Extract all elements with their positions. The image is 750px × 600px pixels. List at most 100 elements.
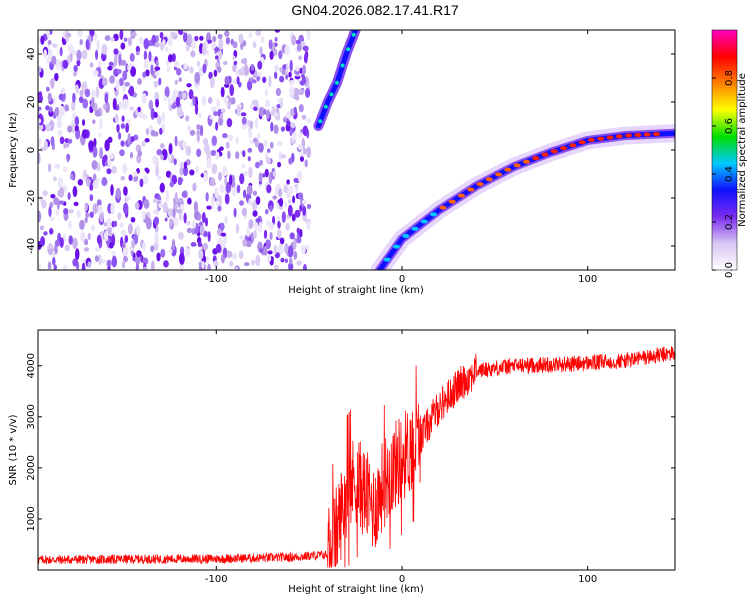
colorbar-tick-label: 0.8 xyxy=(724,70,735,86)
heatmap-noise-cell xyxy=(183,165,189,177)
heatmap-noise-cell xyxy=(302,205,307,216)
heatmap-noise-cell xyxy=(243,170,248,176)
heatmap-noise-cell xyxy=(150,129,156,137)
heatmap-noise-cell xyxy=(48,106,53,113)
heatmap-noise-cell xyxy=(92,173,97,182)
heatmap-noise-cell xyxy=(226,250,233,258)
heatmap-noise-cell xyxy=(111,250,116,257)
heatmap-noise-cell xyxy=(143,199,150,210)
heatmap-noise-cell xyxy=(293,250,298,260)
heatmap-noise-cell xyxy=(50,77,55,89)
heatmap-noise-cell xyxy=(166,66,170,73)
heatmap-noise-cell xyxy=(176,68,182,76)
heatmap-noise-cell xyxy=(239,235,244,240)
heatmap-noise-cell xyxy=(303,52,308,64)
heatmap-noise-cell xyxy=(119,149,125,157)
heatmap-noise-cell xyxy=(120,123,126,129)
heatmap-noise-cell xyxy=(258,106,265,117)
heatmap-noise-cell xyxy=(284,201,288,208)
heatmap-noise-cell xyxy=(259,248,263,253)
heatmap-noise-cell xyxy=(53,264,57,270)
heatmap-noise-cell xyxy=(96,199,102,207)
heatmap-noise-cell xyxy=(107,266,111,270)
heatmap-noise-cell xyxy=(196,124,201,131)
heatmap-noise-cell xyxy=(183,63,189,70)
heatmap-noise-cell xyxy=(153,209,158,215)
heatmap-noise-cell xyxy=(144,138,150,143)
trace-lower-peak xyxy=(652,132,660,137)
heatmap-noise-cell xyxy=(221,253,225,264)
heatmap-noise-cell xyxy=(155,98,160,108)
heatmap-noise-cell xyxy=(173,216,179,227)
chart-title: GN04.2026.082.17.41.R17 xyxy=(291,2,459,18)
heatmap-noise-cell xyxy=(143,38,150,50)
heatmap-noise-cell xyxy=(74,116,80,126)
heatmap-noise-cell xyxy=(50,194,56,199)
heatmap-noise-cell xyxy=(199,225,205,236)
heatmap-noise-cell xyxy=(46,30,50,39)
heatmap-noise-cell xyxy=(102,77,108,87)
colorbar-tick-label: 0.2 xyxy=(724,214,735,230)
heatmap-noise-cell xyxy=(96,234,102,245)
heatmap-noise-cell xyxy=(137,150,143,157)
heatmap-noise-cell xyxy=(158,77,162,86)
heatmap-noise-cell xyxy=(279,237,285,245)
heatmap-noise-cell xyxy=(196,131,200,143)
heatmap-noise-cell xyxy=(252,41,257,49)
heatmap-noise-cell xyxy=(87,232,91,241)
heatmap-noise-cell xyxy=(159,31,164,39)
heatmap-noise-cell xyxy=(45,86,50,92)
trace-lower-peak xyxy=(448,199,456,204)
heatmap-noise-cell xyxy=(179,162,186,168)
heatmap-noise-cell xyxy=(275,87,282,97)
heatmap-noise-cell xyxy=(134,201,140,210)
heatmap-noise-cell xyxy=(263,245,268,256)
heatmap-noise-cell xyxy=(205,256,210,264)
heatmap-noise-cell xyxy=(288,257,293,265)
heatmap-noise-cell xyxy=(107,225,112,236)
heatmap-noise-cell xyxy=(153,216,160,226)
heatmap-x-label: Height of straight line (km) xyxy=(288,285,424,296)
heatmap-noise-cell xyxy=(94,109,101,117)
heatmap-noise-cell xyxy=(216,98,220,110)
heatmap-noise-cell xyxy=(202,43,207,56)
heatmap-noise-cell xyxy=(64,244,71,252)
heatmap-noise-cell xyxy=(119,222,124,229)
heatmap-noise-cell xyxy=(201,96,207,106)
trace-lower-peak xyxy=(587,137,595,142)
heatmap-noise-cell xyxy=(106,217,112,228)
heatmap-noise-cell xyxy=(269,141,274,149)
heatmap-noise-cell xyxy=(236,76,240,85)
heatmap-noise-cell xyxy=(258,221,263,232)
heatmap-noise-cell xyxy=(257,60,263,70)
heatmap-noise-cell xyxy=(255,196,261,205)
snr-x-tick-label: -100 xyxy=(205,574,228,585)
heatmap-noise-cell xyxy=(117,212,122,220)
heatmap-noise-cell xyxy=(215,151,220,160)
heatmap-noise-cell xyxy=(273,64,279,72)
heatmap-noise-cell xyxy=(93,137,97,148)
heatmap-noise-cell xyxy=(289,79,295,86)
heatmap-noise-cell xyxy=(124,235,129,244)
heatmap-noise-cell xyxy=(238,250,244,260)
heatmap-noise-cell xyxy=(130,216,136,223)
heatmap-noise-cell xyxy=(256,132,261,142)
heatmap-noise-cell xyxy=(121,260,126,269)
heatmap-noise-cell xyxy=(38,138,43,145)
heatmap-noise-cell xyxy=(49,216,55,222)
heatmap-traces xyxy=(313,30,675,270)
heatmap-noise-cell xyxy=(141,93,147,105)
heatmap-noise-cell xyxy=(102,103,107,110)
heatmap-noise-cell xyxy=(159,182,165,193)
heatmap-noise-cell xyxy=(174,61,180,68)
trace-upper-peak xyxy=(340,63,345,68)
heatmap-noise-cell xyxy=(86,178,91,187)
heatmap-noise-cell xyxy=(232,41,238,49)
heatmap-noise-cell xyxy=(229,84,235,97)
heatmap-noise-cell xyxy=(142,242,147,251)
heatmap-noise-cell xyxy=(294,95,300,101)
heatmap-noise-cell xyxy=(281,211,286,223)
heatmap-noise-cell xyxy=(127,64,132,71)
heatmap-noise-cell xyxy=(38,124,44,131)
heatmap-noise-cell xyxy=(220,232,227,237)
